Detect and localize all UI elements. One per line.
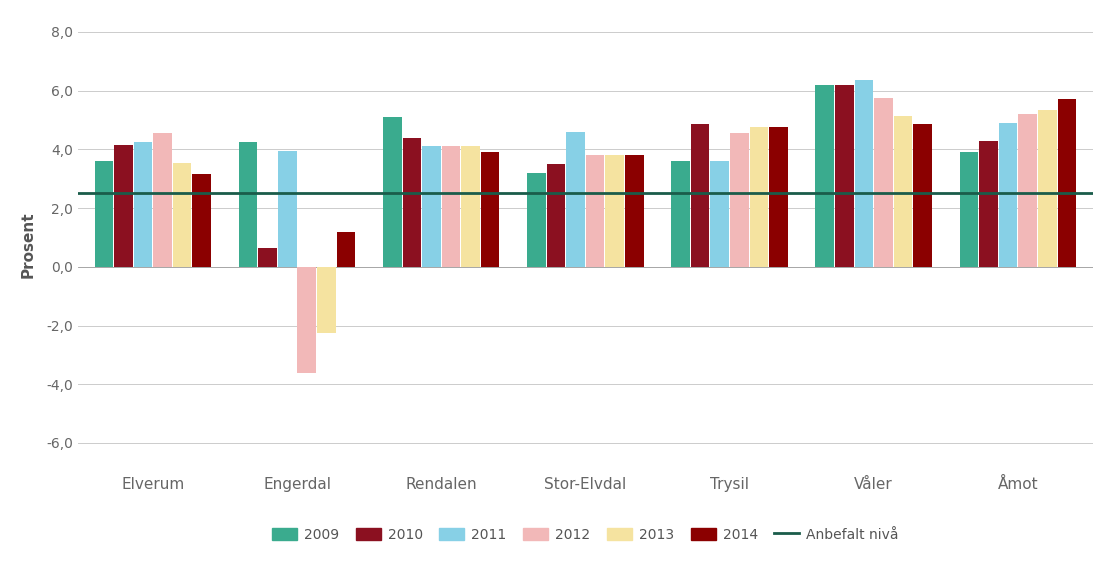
Bar [605,156,624,267]
Legend: 2009, 2010, 2011, 2012, 2013, 2014, Anbefalt nivå: 2009, 2010, 2011, 2012, 2013, 2014, Anbe… [266,522,904,547]
Bar [382,117,401,267]
Bar [95,161,113,267]
Bar [337,232,356,267]
Bar [239,142,258,267]
Bar [835,85,854,267]
Bar [913,124,932,267]
Bar [546,164,565,267]
Bar [317,267,336,333]
Bar [566,132,585,267]
Bar [585,156,604,267]
Bar [193,175,211,267]
Bar [173,162,192,267]
Bar [710,161,729,267]
Y-axis label: Prosent: Prosent [20,211,36,278]
Bar [671,161,690,267]
Bar [874,98,893,267]
Bar [259,248,277,267]
Bar [960,152,978,267]
Bar [403,138,421,267]
Bar [153,133,172,267]
Bar [114,145,133,267]
Bar [481,152,500,267]
Bar [1018,114,1037,267]
Bar [1038,110,1057,267]
Bar [1058,100,1076,267]
Bar [423,146,440,267]
Bar [894,116,912,267]
Bar [527,173,545,267]
Bar [442,146,460,267]
Bar [730,133,748,267]
Bar [691,124,709,267]
Bar [769,127,788,267]
Bar [749,127,768,267]
Bar [815,85,834,267]
Bar [278,151,297,267]
Bar [855,81,873,267]
Bar [462,146,479,267]
Bar [979,141,998,267]
Bar [626,156,643,267]
Bar [298,267,316,373]
Bar [999,123,1018,267]
Bar [134,142,153,267]
